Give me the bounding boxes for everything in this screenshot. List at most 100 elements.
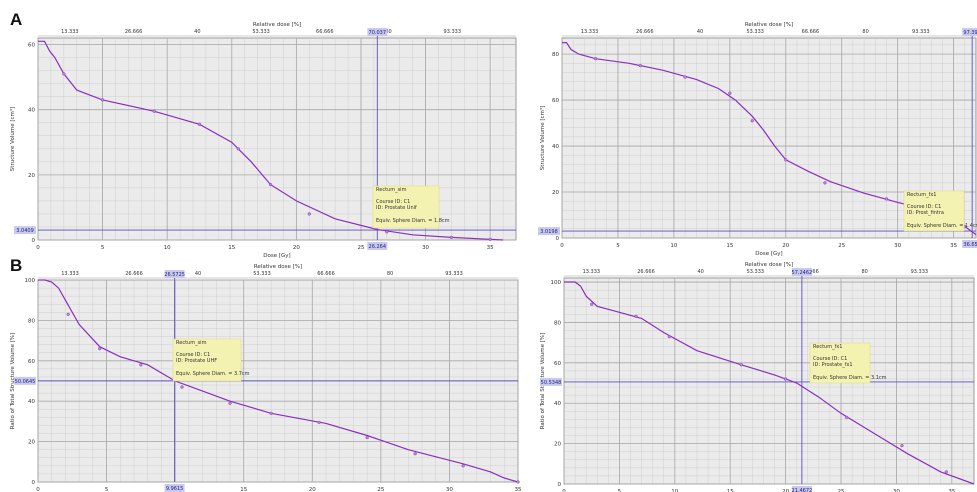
structure-info-line: Equiv. Sphere Diam. = 1.4cm [907, 223, 977, 229]
structure-info-line: ID: Prost_fintra [907, 210, 944, 216]
top-tick-label: 26.666 [636, 29, 654, 35]
structure-info-line: Course ID: C1 [907, 204, 941, 210]
dvh-chart-a-left: 0 5 10 15 20 25 30 35 0 20 40 60 13.333 26.666 40 53.33… [9, 22, 517, 259]
dvh-marker [236, 147, 240, 151]
dvh-marker [461, 464, 465, 468]
top-axis-title: Relative dose [%] [254, 264, 302, 270]
top-tick-label: 66.666 [316, 29, 334, 35]
dvh-marker [784, 377, 788, 381]
top-tick-label: 80 [861, 269, 867, 275]
dvh-curve [564, 281, 975, 485]
top-tick-label: 93.333 [912, 29, 930, 35]
top-tick-label: 13.333 [583, 269, 601, 275]
x-tick-label: 15 [240, 487, 247, 492]
dvh-marker [683, 75, 687, 79]
structure-info-line: Equiv. Sphere Diam. = 3.7cm [176, 371, 250, 377]
top-tick-label: 40 [697, 269, 703, 275]
panel-label-b: B [10, 256, 23, 275]
dvh-marker [667, 334, 671, 339]
x-tick-label: 5 [101, 245, 105, 251]
dvh-marker [634, 314, 638, 318]
y-tick-label: 20 [552, 190, 559, 196]
dvh-marker [784, 158, 788, 162]
cursor-top-label: 97.398 [963, 30, 977, 36]
dvh-marker [139, 363, 143, 367]
x-tick-label: 20 [309, 487, 316, 492]
top-tick-label: 80 [387, 271, 393, 277]
structure-info-box [372, 185, 440, 229]
y-tick-label: 0 [556, 236, 560, 242]
structure-info-line: Rectum_fx1 [813, 344, 842, 350]
x-tick-label: 20 [293, 245, 300, 251]
cursor-x-label-box [791, 486, 812, 492]
cursor-x-label: 21.4672 [792, 488, 813, 492]
y-tick-label: 0 [32, 238, 36, 244]
dvh-marker [268, 183, 273, 187]
y-tick-label: 60 [28, 359, 35, 365]
y-tick-label: 80 [552, 52, 559, 58]
dvh-marker [365, 435, 369, 440]
y-axis-title: Ratio of Total Structure Volume [%] [10, 333, 16, 430]
dvh-marker [590, 302, 594, 306]
y-tick-label: 60 [28, 43, 35, 49]
y-tick-label: 100 [25, 278, 36, 284]
dvh-curve [38, 279, 519, 483]
top-tick-label: 53.333 [747, 269, 765, 275]
x-tick-label: 20 [782, 243, 789, 249]
dvh-marker [488, 237, 492, 241]
top-tick-label: 13.333 [61, 29, 79, 35]
y-tick-label: 100 [551, 280, 562, 286]
dvh-marker [269, 411, 273, 415]
dvh-marker [449, 235, 454, 239]
structure-info-line: Equiv. Sphere Diam. = 1.8cm [376, 218, 450, 224]
cursor-y-label-box [540, 377, 562, 386]
x-tick-label: 5 [618, 489, 622, 492]
dvh-marker [66, 312, 70, 316]
top-tick-label: 93.333 [444, 29, 462, 35]
structure-info-box [903, 190, 965, 232]
cursor-top-label-box [791, 268, 812, 276]
structure-info-box [172, 338, 242, 382]
dvh-marker [317, 420, 321, 425]
cursor-x-label: 36.658 [963, 242, 977, 248]
dvh-chart-b-left: 0510152025303502040608010013.33326.66640… [10, 264, 522, 492]
dvh-marker [152, 109, 156, 113]
dvh-marker [944, 470, 948, 474]
dvh-marker [98, 347, 102, 351]
cursor-top-label: 70.037 [369, 30, 387, 36]
dvh-marker [385, 230, 389, 234]
cursor-y-label: 3.0198 [540, 229, 558, 235]
x-tick-label: 5 [105, 487, 109, 492]
x-axis-title: Dose [Gy] [755, 251, 782, 257]
plot-area [37, 37, 517, 241]
dvh-chart-b-right: 0 5 10 15 20 25 30 35 0 20 40 60 80 100 13.333 26.666 40… [540, 262, 975, 492]
y-tick-label: 20 [28, 440, 35, 446]
structure-info-line: Equiv. Sphere Diam. = 3.1cm [813, 375, 887, 381]
top-tick-label: 80 [385, 29, 391, 35]
dvh-chart-a-right: 0 5 10 15 20 25 30 35 0 20 40 60 80 13.333 26.666 40 53.… [538, 22, 977, 257]
dvh-marker [638, 63, 642, 68]
dvh-marker [823, 181, 827, 185]
x-tick-label: 25 [838, 243, 845, 249]
top-tick-label: 53.333 [252, 29, 270, 35]
x-tick-label: 35 [950, 243, 957, 249]
structure-info-line: ID: Prostate Unif [376, 205, 417, 211]
x-tick-label: 10 [671, 489, 678, 492]
dvh-curve [38, 40, 504, 241]
cursor-top-label: 26.5725 [164, 272, 185, 278]
top-tick-label: 66.666 [317, 271, 335, 277]
top-tick-label: 53.333 [253, 271, 271, 277]
x-tick-label: 0 [562, 489, 566, 492]
dvh-marker [413, 452, 417, 456]
dvh-marker [593, 57, 598, 61]
top-axis-title: Relative dose [%] [253, 22, 301, 28]
y-tick-label: 60 [552, 98, 559, 104]
top-tick-label: 40 [195, 271, 201, 277]
top-tick-label: 80 [862, 29, 868, 35]
y-tick-label: 40 [28, 108, 35, 114]
cursor-top-label-box [962, 28, 977, 36]
x-tick-label: 0 [36, 487, 40, 492]
top-tick-label: 40 [697, 29, 703, 35]
structure-info-line: Rectum_sim [176, 340, 207, 346]
cursor-top-label-box [164, 270, 185, 278]
